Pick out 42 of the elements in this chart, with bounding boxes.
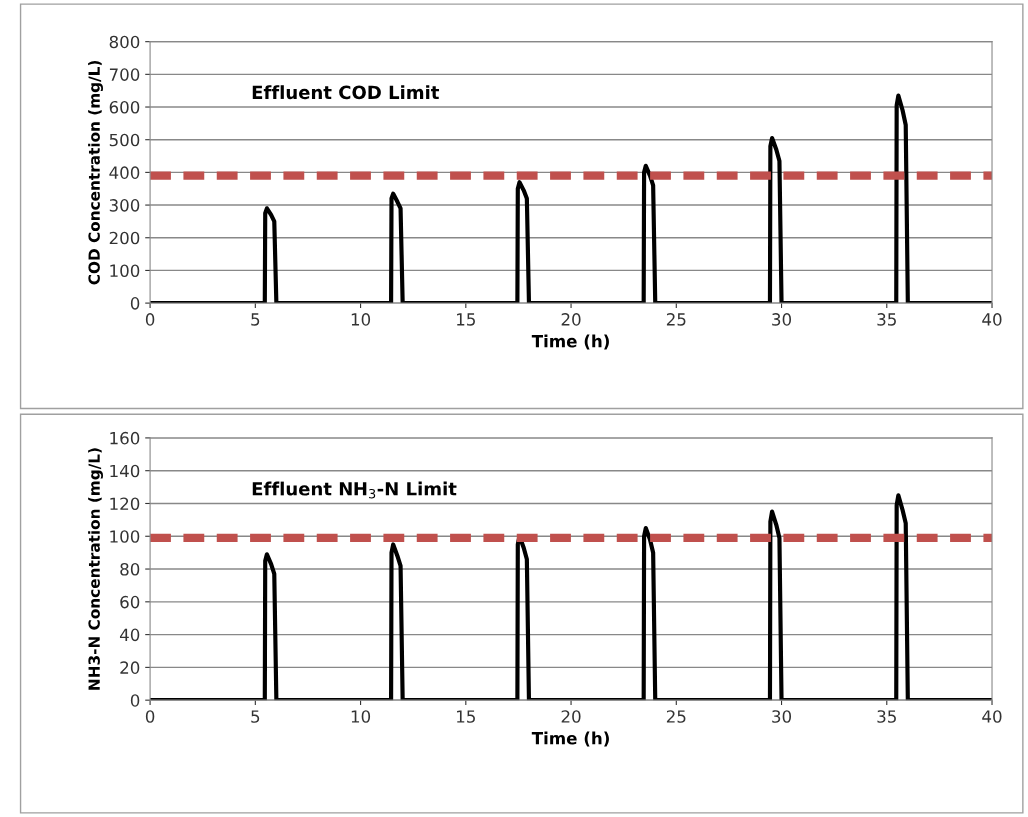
y-tick-label: 100 (110, 264, 140, 277)
y-tick-label: 20 (120, 661, 140, 674)
x-tick-label: 0 (145, 710, 155, 723)
annotation: Effluent COD Limit (252, 85, 440, 100)
y-tick-label: 140 (110, 464, 140, 478)
x-tick-label: 40 (982, 313, 1002, 326)
x-tick-label: 10 (351, 710, 371, 723)
y-tick-label: 300 (109, 199, 140, 212)
x-tick-label: 25 (666, 313, 686, 326)
y-tick-label: 600 (109, 100, 140, 114)
x-tick-label: 15 (457, 710, 475, 723)
x-tick-label: 20 (561, 710, 581, 723)
y-tick-label: 120 (110, 497, 140, 511)
x-tick-label: 20 (561, 313, 581, 326)
x-axis-title: Time (h) (531, 731, 609, 747)
x-tick-label: 30 (772, 710, 792, 723)
y-axis-title: NH3-N Concentration (mg/L) (88, 448, 103, 690)
x-tick-label: 5 (251, 313, 260, 326)
x-axis-title: Time (h) (531, 334, 609, 350)
y-tick-label: 0 (130, 694, 140, 707)
x-tick-label: 40 (982, 710, 1002, 723)
y-tick-label: 400 (109, 166, 140, 179)
y-tick-label: 60 (120, 595, 140, 609)
y-axis-title: COD Concentration (mg/L) (88, 60, 103, 285)
y-tick-label: 700 (109, 68, 140, 81)
y-tick-label: 40 (119, 628, 140, 642)
x-tick-label: 25 (666, 710, 686, 723)
x-tick-label: 35 (877, 710, 896, 723)
y-tick-label: 160 (110, 431, 140, 445)
y-tick-label: 800 (109, 35, 140, 49)
x-tick-label: 35 (877, 313, 896, 326)
y-tick-label: 500 (109, 133, 140, 147)
x-tick-label: 15 (457, 313, 475, 326)
y-tick-label: 80 (120, 563, 140, 576)
y-tick-label: 0 (130, 297, 140, 310)
annotation: Effluent NH$_{3}$-N Limit (252, 481, 457, 499)
y-tick-label: 100 (110, 530, 140, 543)
x-tick-label: 10 (351, 313, 371, 326)
y-tick-label: 200 (109, 231, 140, 245)
x-tick-label: 5 (251, 710, 260, 723)
x-tick-label: 0 (145, 313, 155, 326)
x-tick-label: 30 (772, 313, 792, 326)
